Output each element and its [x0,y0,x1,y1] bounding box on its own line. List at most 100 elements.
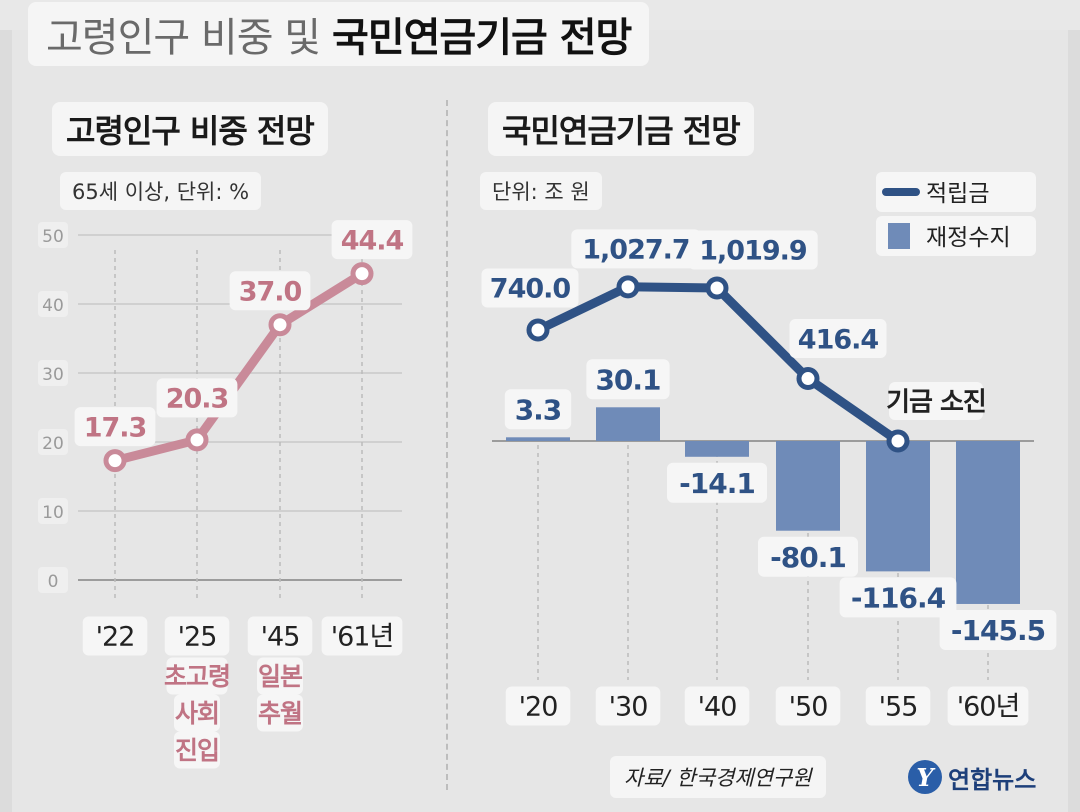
x-tick-label: '30 [609,692,648,723]
x-tick-label: '22 [96,622,135,653]
reserve-value-label-bg [481,268,579,308]
x-tick-label-bg [164,616,230,656]
main-title-bold: 국민연금기금 전망 [332,15,632,61]
right-chart-unit: 단위: 조 원 [480,172,602,210]
x-tick-label: '55 [879,692,918,723]
y-tick-bg [38,429,68,455]
x-tick-label-bg [82,616,148,656]
reserve-point [526,318,550,342]
x-tick-label-bg [595,686,661,726]
reserve-value-label-bg [688,230,818,270]
x-tick-label-bg [247,616,313,656]
x-tick-label-bg [684,686,750,726]
x-tick-label-bg [947,686,1029,726]
balance-value-label: -145.5 [951,614,1045,647]
y-tick-bg [38,222,68,248]
legend-reserve-label: 적립금 [926,181,989,207]
x-tick-label-bg [505,686,571,726]
elderly-value-label-bg [229,271,311,311]
x-tick-label-bg [321,616,403,656]
reserve-value-label: 1,027.7 [582,235,689,266]
reserve-point [796,367,820,391]
x-tick-label: '20 [519,692,558,723]
elderly-value-label-bg [156,378,238,418]
elderly-value-label: 37.0 [239,276,302,307]
elderly-share-point [185,428,209,452]
balance-bar [506,437,570,441]
x-tick-label: '45 [261,622,300,653]
category-note-line-bg [257,657,303,695]
balance-value-label-bg [667,462,767,503]
yonhap-logo: Y 연합뉴스 [908,752,1036,802]
category-note-line: 진입 [175,736,219,765]
category-note-line-bg [257,694,303,732]
reserve-point [886,429,910,453]
category-note-line: 초고령 [164,662,230,691]
balance-bar [685,441,749,457]
elderly-share-point [103,449,127,473]
x-tick-label-bg [775,686,841,726]
elderly-value-label: 44.4 [341,225,404,256]
legend-balance-label: 재정수지 [926,225,1011,251]
elderly-share-point [268,313,292,337]
balance-value-label-bg [839,577,957,618]
left-chart-unit: 65세 이상, 단위: % [60,172,262,210]
fund-depletion-annotation-bg [889,382,983,420]
y-tick-label: 0 [48,572,59,592]
balance-bar [866,441,930,572]
category-note-line: 일본 [258,662,303,691]
main-title-light: 고령인구 비중 및 [46,15,321,61]
y-tick-label: 30 [42,365,64,385]
balance-value-label: 30.1 [595,363,660,396]
legend-balance-bg [876,216,1036,256]
yonhap-logo-mark: Y [908,760,942,794]
category-note-line-bg [174,731,220,769]
legend-reserve-bg [876,172,1036,212]
x-tick-label: '61년 [331,622,394,653]
elderly-share-point [350,262,374,286]
balance-value-label: -14.1 [679,467,755,500]
reserve-value-label-bg [789,319,887,359]
elderly-value-label: 17.3 [84,412,147,443]
panel-divider [446,100,448,790]
fund-depletion-annotation: 기금 소진 [886,387,986,417]
balance-value-label: -116.4 [851,581,946,614]
yonhap-logo-text: 연합뉴스 [948,765,1037,794]
left-chart-title: 고령인구 비중 전망 [52,102,328,156]
source-credit: 자료/ 한국경제연구원 [610,756,826,798]
balance-value-label-bg [586,359,670,400]
y-tick-label: 50 [42,227,64,247]
category-note-line: 추월 [258,699,302,728]
balance-value-label-bg [939,609,1057,650]
y-tick-label: 10 [42,503,64,523]
balance-value-label-bg [758,536,858,577]
reserve-point [705,276,729,300]
elderly-value-label: 20.3 [166,384,229,415]
y-tick-bg [38,291,68,317]
reserve-value-label: 740.0 [490,274,571,305]
balance-bar [956,441,1020,604]
reserve-value-label-bg [571,229,701,269]
reserve-point [616,275,640,299]
elderly-value-label-bg [74,407,156,447]
x-tick-label: '60년 [957,692,1020,723]
reserve-value-label: 416.4 [798,324,879,355]
balance-bar [596,407,660,441]
x-tick-label: '40 [698,692,737,723]
elderly-value-label-bg [331,220,413,260]
x-tick-label: '50 [789,692,828,723]
category-note-line-bg [166,657,228,695]
main-title: 고령인구 비중 및 국민연금기금 전망 [28,2,650,66]
x-tick-label-bg [865,686,931,726]
category-note-line-bg [174,694,220,732]
y-tick-label: 20 [42,434,64,454]
balance-value-label: 3.3 [515,393,562,426]
y-tick-bg [38,360,68,386]
y-tick-bg [38,567,68,593]
right-chart-title: 국민연금기금 전망 [488,102,754,156]
y-tick-label: 40 [42,296,64,316]
balance-value-label: -80.1 [770,541,846,574]
category-note-line: 사회 [175,699,219,728]
